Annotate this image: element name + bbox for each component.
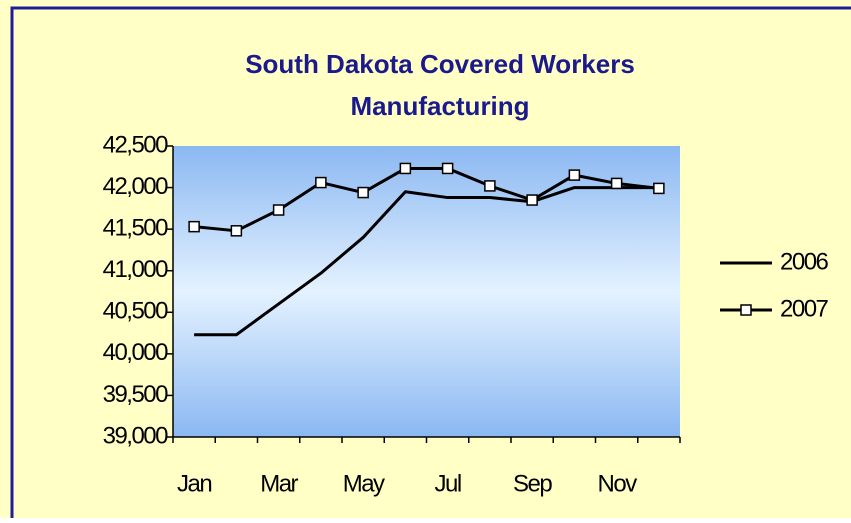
chart-title: South Dakota Covered Workers — [245, 49, 635, 79]
x-tick-label: Sep — [513, 470, 552, 497]
x-tick-label: Mar — [260, 470, 298, 497]
y-tick-label: 41,000 — [103, 256, 169, 283]
y-tick-label: 40,500 — [103, 298, 169, 325]
marker — [610, 177, 623, 190]
x-tick-label: May — [343, 470, 385, 497]
marker — [441, 162, 454, 175]
marker — [230, 225, 243, 237]
plot-area — [173, 146, 680, 437]
frame — [10, 6, 851, 518]
marker — [653, 182, 665, 195]
line-series — [194, 186, 659, 337]
y-tick-label: 39,500 — [103, 381, 169, 408]
y-tick-label: 41,500 — [103, 214, 169, 241]
y-tick-label: 40,000 — [103, 339, 169, 366]
line-series — [193, 166, 660, 233]
legend-marker — [740, 304, 752, 316]
marker — [315, 176, 327, 189]
y-tick-label: 39,000 — [103, 422, 169, 449]
y-tick-label: 42,000 — [103, 173, 169, 200]
y-tick-label: 42,500 — [103, 131, 169, 158]
chart-subtitle: Manufacturing — [350, 91, 529, 121]
marker — [526, 194, 538, 206]
marker — [188, 220, 200, 233]
legend-label: 2007 — [780, 295, 829, 322]
legend-label: 2006 — [780, 248, 829, 275]
marker — [484, 180, 496, 192]
marker — [568, 169, 581, 181]
marker — [272, 204, 285, 216]
marker — [357, 186, 369, 199]
marker — [399, 162, 412, 175]
x-tick-label: Jan — [177, 470, 211, 497]
x-tick-label: Nov — [598, 470, 638, 497]
x-tick-label: Jul — [435, 470, 461, 497]
